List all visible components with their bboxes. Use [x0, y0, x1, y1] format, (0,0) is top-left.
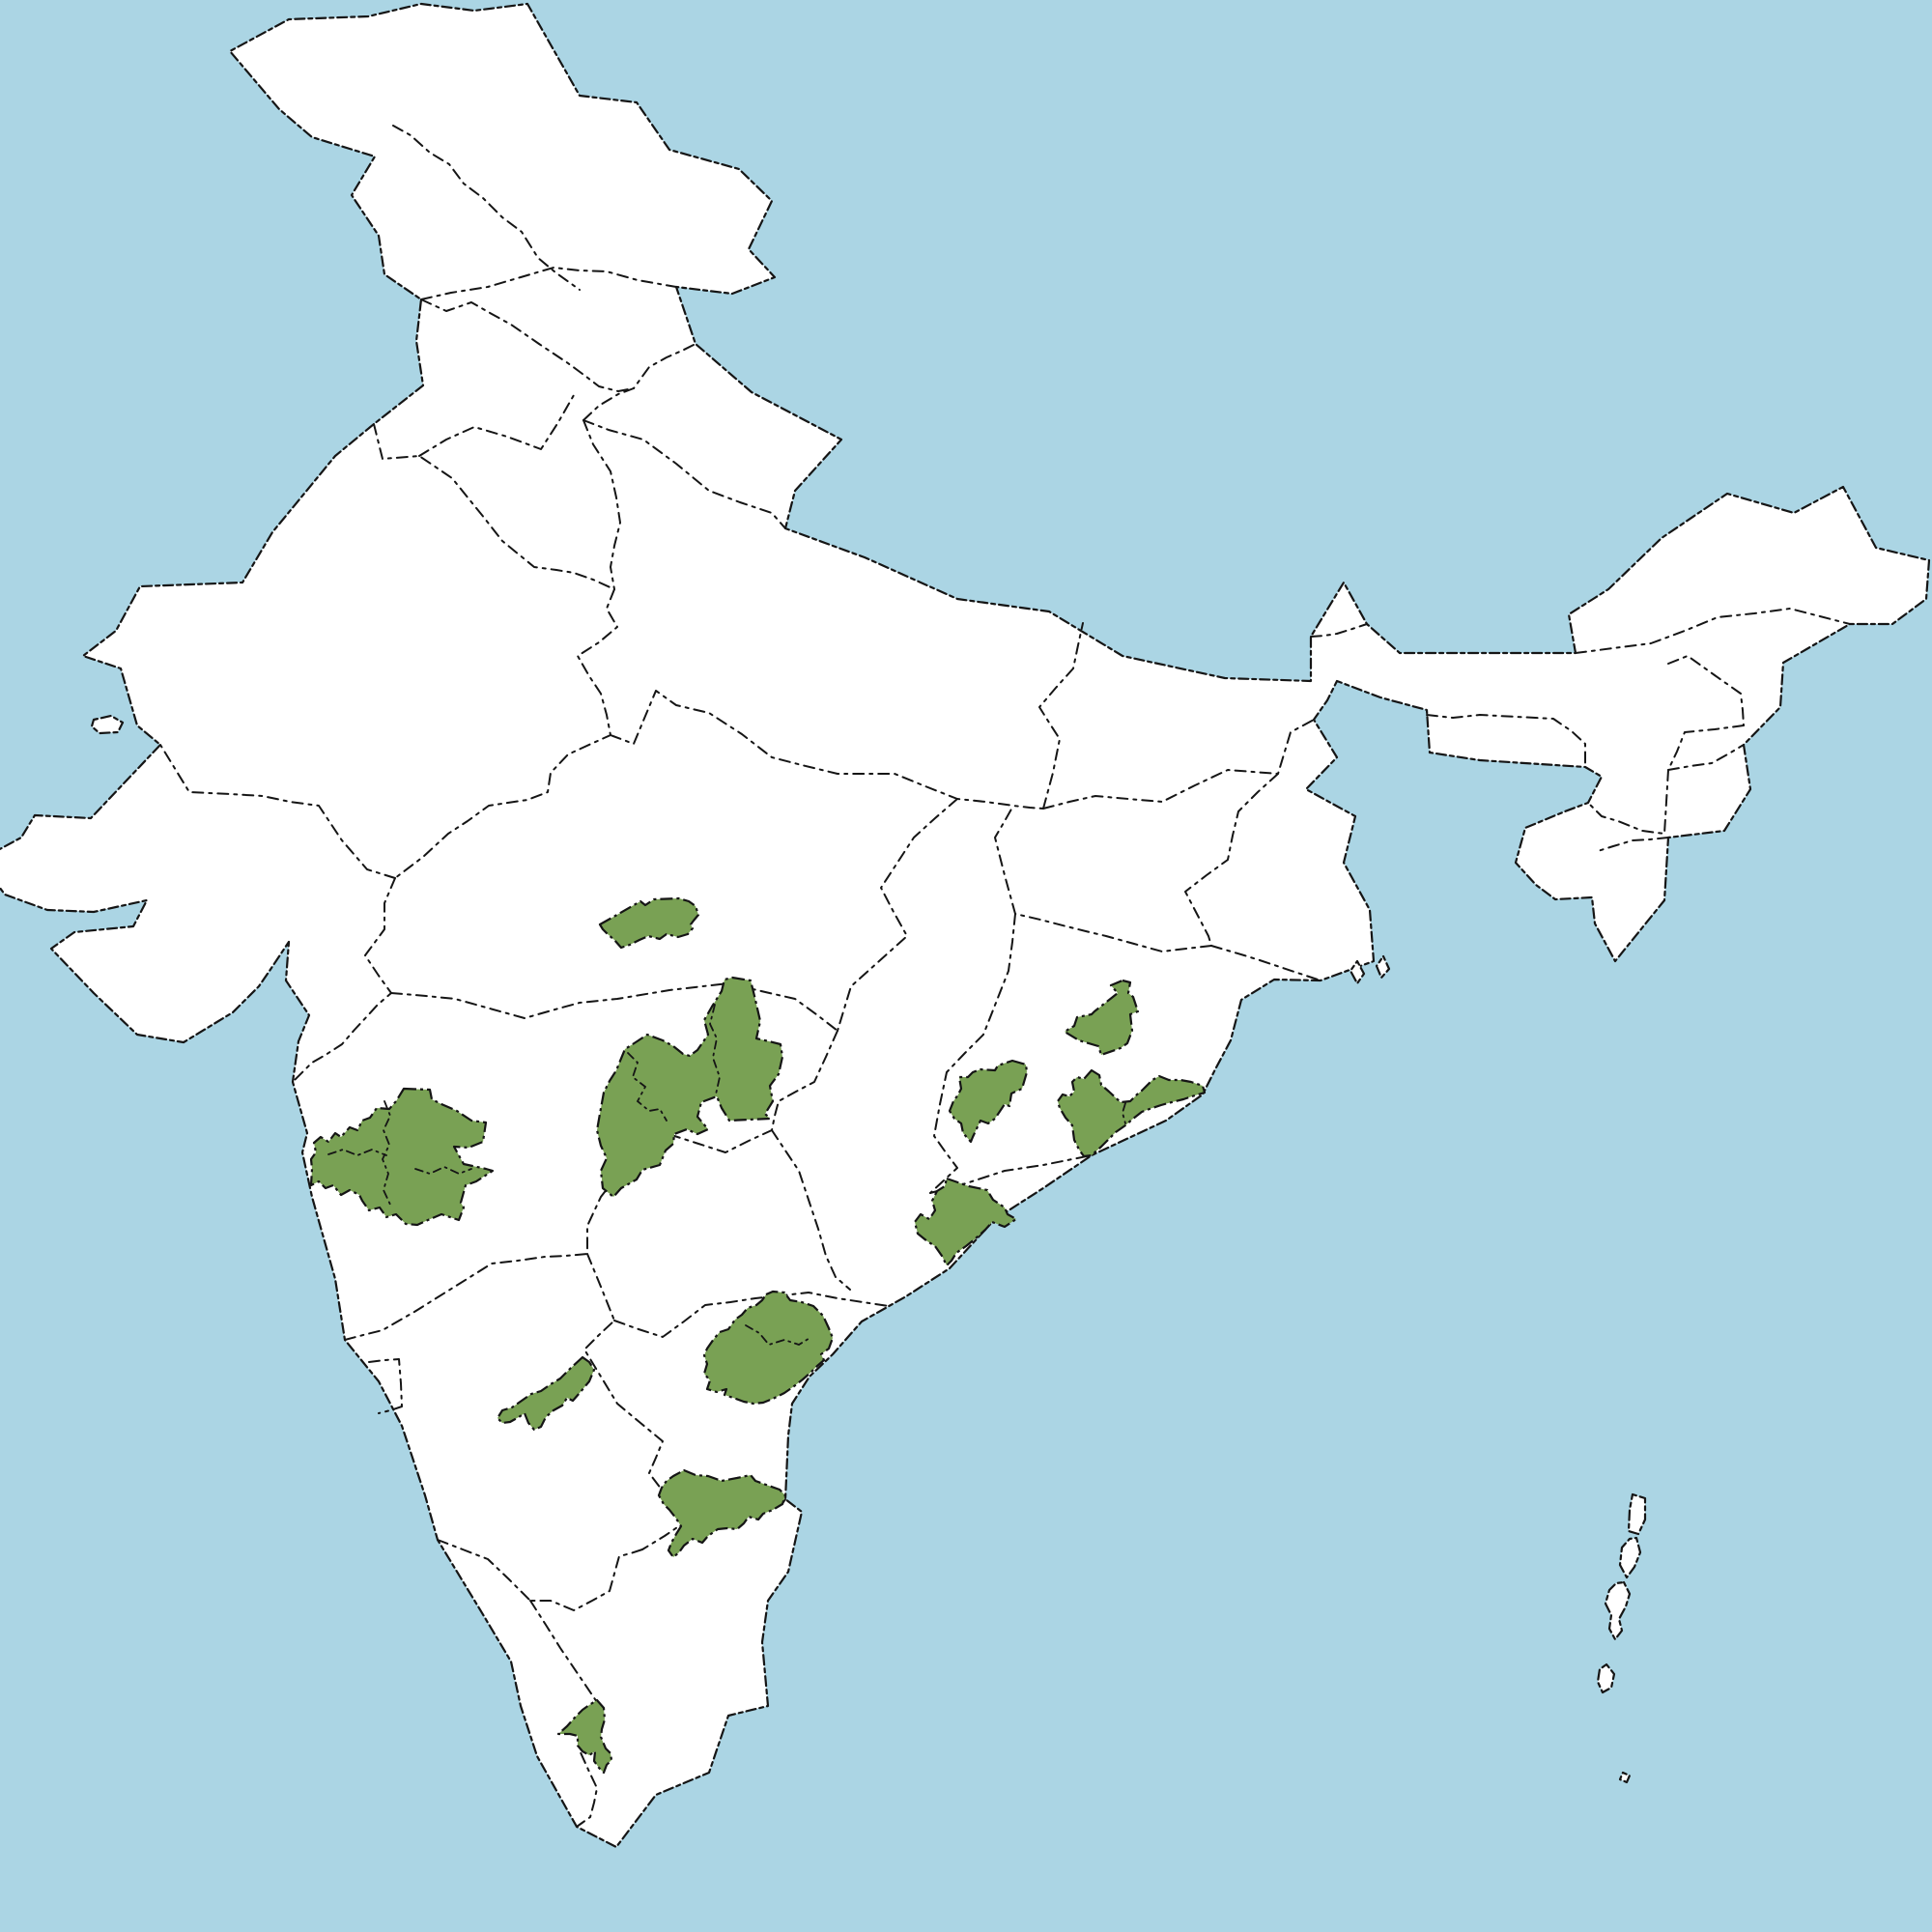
highlighted-district-10[interactable] [657, 1468, 787, 1559]
state-border-s37 [1667, 744, 1745, 771]
state-border-s2 [420, 267, 677, 300]
state-border-s27 [529, 1548, 643, 1611]
highlighted-district-6[interactable] [1056, 1068, 1207, 1158]
state-border-s10 [159, 744, 396, 879]
highlighted-district-11[interactable] [556, 1698, 613, 1775]
district-layer [309, 896, 1207, 1775]
state-border-s4 [418, 394, 575, 457]
state-border-s19 [586, 1030, 838, 1255]
delta-islet-2-island [1375, 954, 1391, 980]
state-border-s6 [582, 419, 621, 590]
state-border-s25 [613, 1292, 890, 1338]
state-border-s17 [1210, 945, 1321, 981]
state-border-s32 [1310, 623, 1368, 638]
state-border-s13 [1038, 622, 1084, 810]
state-border-s38 [1594, 837, 1669, 853]
state-border-s8 [582, 419, 786, 529]
state-border-s16 [994, 805, 1212, 952]
andaman-south-island [1604, 1580, 1632, 1641]
state-border-s36 [1426, 714, 1586, 768]
india-mainland [0, 2, 1931, 1849]
district-inner-border-b1 [709, 1004, 721, 1095]
state-border-s7 [582, 343, 696, 421]
state-border-s35 [1587, 724, 1745, 835]
state-border-s5 [373, 423, 615, 590]
nicobar-islet-island [1618, 1771, 1632, 1784]
state-border-s31 [368, 1358, 403, 1414]
highlighted-district-5[interactable] [1063, 979, 1140, 1057]
state-border-s14 [1042, 719, 1315, 810]
state-border-s15 [1184, 773, 1279, 947]
highlighted-district-8[interactable] [702, 1290, 835, 1406]
state-border-s33 [1575, 608, 1851, 654]
state-border-s28 [437, 1539, 531, 1602]
kutch-islet-island [90, 714, 125, 735]
highlighted-district-9[interactable] [496, 1355, 596, 1432]
state-border-s20 [390, 982, 838, 1032]
state-border-s18 [837, 798, 958, 1032]
state-border-s30 [344, 1253, 588, 1341]
little-andaman-island [1596, 1662, 1616, 1694]
delta-islet-1-island [1349, 959, 1366, 985]
state-border-s23 [771, 1129, 851, 1291]
state-border-s9 [394, 588, 618, 879]
district-inner-border-b6 [1122, 1102, 1126, 1124]
state-border-layer [159, 125, 1851, 1828]
district-inner-border-b7 [745, 1324, 812, 1347]
landmass-layer [0, 2, 1931, 1849]
state-border-s1 [392, 125, 581, 291]
state-border-s29 [529, 1600, 598, 1828]
district-inner-border-b5 [414, 1166, 472, 1175]
state-border-s34 [1667, 655, 1745, 726]
state-border-s11 [292, 877, 396, 1083]
andaman-middle-island [1618, 1536, 1642, 1579]
highlighted-district-1[interactable] [598, 896, 700, 950]
andaman-north-island [1627, 1492, 1647, 1536]
highlighted-district-3[interactable] [309, 1087, 495, 1227]
state-border-s12 [610, 690, 1044, 810]
highlighted-district-7[interactable] [913, 1177, 1018, 1267]
district-inner-border-layer [327, 1004, 1126, 1347]
state-border-s21 [929, 913, 1016, 1194]
highlighted-district-4[interactable] [948, 1059, 1029, 1144]
district-inner-border-b4 [327, 1149, 387, 1156]
state-border-s3 [420, 298, 635, 392]
highlighted-district-2[interactable] [595, 976, 784, 1199]
district-inner-border-b2 [627, 1052, 668, 1122]
